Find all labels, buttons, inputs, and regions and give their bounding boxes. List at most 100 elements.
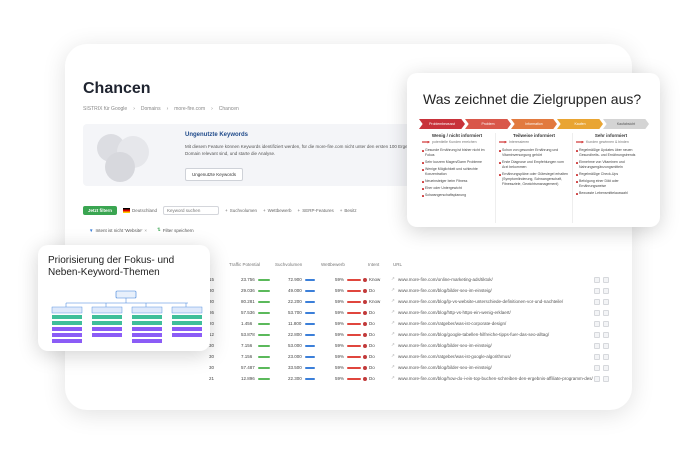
- row-action-icon[interactable]: [603, 299, 609, 305]
- cell-intent: Do: [369, 365, 375, 370]
- header-competition[interactable]: Wettbewerb: [321, 262, 345, 267]
- header-volume[interactable]: Suchvolumen: [275, 262, 303, 267]
- table-row[interactable]: 30 57.487 33.500 59% Do www.more-fire.com/blo…: [65, 364, 632, 373]
- row-action-icon[interactable]: [594, 299, 600, 305]
- column-title: Teilweise informiert: [513, 133, 555, 138]
- list-item: Bewusste Lebensmittelauswahl: [576, 191, 646, 196]
- row-rank: 15: [209, 277, 215, 282]
- cell-url[interactable]: www.more-fire.com/blog/http-vs-https-ein…: [398, 310, 511, 315]
- audience-column: Wenig / nicht informiert potentielle Kun…: [419, 133, 496, 223]
- save-filter-button[interactable]: ⇅ Filter speichern: [157, 227, 194, 233]
- close-icon[interactable]: ×: [144, 227, 148, 233]
- external-link-icon[interactable]: ↗: [391, 375, 395, 380]
- header-intent[interactable]: Intent: [368, 262, 380, 267]
- stage-chip: Kaufen: [557, 119, 603, 129]
- external-link-icon[interactable]: ↗: [391, 320, 395, 325]
- breadcrumb-item[interactable]: SISTRIX für Google: [83, 106, 128, 112]
- table-row[interactable]: 30 7.156 53.000 59% Do www.more-fire.com/blog…: [65, 342, 632, 351]
- row-action-icon[interactable]: [594, 310, 600, 316]
- row-action-icon[interactable]: [594, 332, 600, 338]
- table-row[interactable]: 30 29.036 49.000 59% Do www.more-fire.com/blo…: [65, 287, 632, 296]
- tree-root-node: [115, 290, 137, 299]
- table-row[interactable]: 15 23.756 72.900 59% Know www.more-fire.com/o…: [65, 276, 632, 285]
- row-action-icon[interactable]: [603, 343, 609, 349]
- external-link-icon[interactable]: ↗: [391, 353, 395, 358]
- row-action-icon[interactable]: [594, 277, 600, 283]
- filter-ownership[interactable]: + Besitz: [340, 208, 357, 213]
- cell-competition: 59%: [335, 365, 345, 370]
- table-row[interactable]: 30 80.281 22.200 59% Know www.more-fire.com/b…: [65, 298, 632, 307]
- competition-bar: [347, 279, 361, 281]
- intent-dot-icon: [363, 278, 367, 282]
- table-row[interactable]: 12 53.878 22.800 59% Do www.more-fire.com/blo…: [65, 331, 632, 340]
- unused-keywords-button[interactable]: Ungenutzte Keywords: [185, 168, 244, 181]
- external-link-icon[interactable]: ↗: [391, 342, 395, 347]
- cell-url[interactable]: www.more-fire.com/blog/lp-vs-website-unt…: [398, 299, 564, 304]
- cell-url[interactable]: www.more-fire.com/ratgeber/was-ist-googl…: [398, 354, 511, 359]
- row-action-icon[interactable]: [603, 321, 609, 327]
- cell-url[interactable]: www.more-fire.com/blog/google-tabellen-h…: [398, 332, 550, 337]
- traffic-bar: [258, 378, 270, 380]
- row-action-icon[interactable]: [603, 354, 609, 360]
- cell-volume: 23.000: [288, 354, 302, 359]
- row-action-icon[interactable]: [594, 321, 600, 327]
- cell-url[interactable]: www.more-fire.com/blog/how-do-i-ein-top-…: [398, 376, 593, 381]
- country-select[interactable]: Deutschland: [123, 207, 158, 213]
- funnel-stages: Problembewusst Problem Information Kaufe…: [419, 119, 649, 129]
- cell-traffic: 29.036: [241, 288, 255, 293]
- active-filter-chip[interactable]: ▼ Intent ist nicht 'Website' ×: [89, 228, 147, 233]
- cell-volume: 22.200: [288, 299, 302, 304]
- list-item: Ernährungspläne oder Gütesiegel erhalten…: [499, 172, 569, 187]
- row-action-icon[interactable]: [594, 288, 600, 294]
- cell-intent: Do: [369, 288, 375, 293]
- cell-url[interactable]: www.more-fire.com/online-marketing-ads/t…: [398, 277, 493, 282]
- breadcrumb-item[interactable]: more-fire.com: [174, 106, 206, 112]
- row-action-icon[interactable]: [594, 343, 600, 349]
- row-action-icon[interactable]: [603, 310, 609, 316]
- keyword-search-input[interactable]: [163, 205, 220, 215]
- filter-serp-features[interactable]: + SERP-Features: [298, 208, 334, 213]
- table-row[interactable]: 20 1.456 11.800 59% Do www.more-fire.com/ratg…: [65, 320, 632, 329]
- row-action-icon[interactable]: [594, 354, 600, 360]
- apply-filter-button[interactable]: Jetzt filtern: [83, 205, 118, 215]
- table-row[interactable]: 86 57.536 53.700 59% Do www.more-fire.com/blo…: [65, 309, 632, 318]
- external-link-icon[interactable]: ↗: [391, 276, 395, 281]
- country-label: Deutschland: [132, 207, 158, 213]
- cell-url[interactable]: www.more-fire.com/blog/bilder-seo-im-ein…: [398, 365, 492, 370]
- row-action-icon[interactable]: [594, 365, 600, 371]
- breadcrumb-item[interactable]: Domains: [140, 106, 161, 112]
- table-row[interactable]: 30 7.156 23.000 59% Do www.more-fire.com/ratg…: [65, 353, 632, 362]
- cell-competition: 59%: [335, 343, 345, 348]
- external-link-icon[interactable]: ↗: [391, 298, 395, 303]
- cell-volume: 49.000: [288, 288, 302, 293]
- external-link-icon[interactable]: ↗: [391, 364, 395, 369]
- cell-url[interactable]: www.more-fire.com/ratgeber/was-ist-corpo…: [398, 321, 507, 326]
- plus-icon: +: [339, 207, 343, 213]
- cell-competition: 59%: [335, 376, 345, 381]
- row-action-icon[interactable]: [603, 277, 609, 283]
- row-action-icon[interactable]: [594, 376, 600, 382]
- filter-label: Besitz: [344, 207, 357, 213]
- header-url[interactable]: URL: [393, 262, 403, 267]
- table-row[interactable]: 21 12.896 22.300 59% Do www.more-fire.com/blo…: [65, 375, 632, 384]
- audience-column: Sehr informiert Kunden gewinnen & binden…: [573, 133, 649, 223]
- filter-volume[interactable]: + Suchvolumen: [225, 208, 257, 213]
- cell-volume: 11.800: [288, 321, 302, 326]
- external-link-icon[interactable]: ↗: [391, 287, 395, 292]
- row-action-icon[interactable]: [603, 288, 609, 294]
- row-action-icon[interactable]: [603, 365, 609, 371]
- row-rank: 21: [209, 376, 215, 381]
- row-action-icon[interactable]: [603, 332, 609, 338]
- header-traffic[interactable]: Traffic Potential: [229, 262, 261, 267]
- external-link-icon[interactable]: ↗: [391, 331, 395, 336]
- cell-url[interactable]: www.more-fire.com/blog/bilder-seo-im-ein…: [398, 288, 492, 293]
- filter-competition[interactable]: + Wettbewerb: [263, 208, 292, 213]
- cell-url[interactable]: www.more-fire.com/blog/bilder-seo-im-ein…: [398, 343, 492, 348]
- volume-bar: [305, 301, 315, 303]
- traffic-bar: [258, 290, 270, 292]
- row-action-icon[interactable]: [603, 376, 609, 382]
- audience-title: Was zeichnet die Zielgruppen aus?: [423, 91, 642, 107]
- external-link-icon[interactable]: ↗: [391, 309, 395, 314]
- competition-bar: [347, 356, 361, 358]
- list-item: Gesunde Ernährung ist bisher nicht im Fo…: [422, 148, 492, 158]
